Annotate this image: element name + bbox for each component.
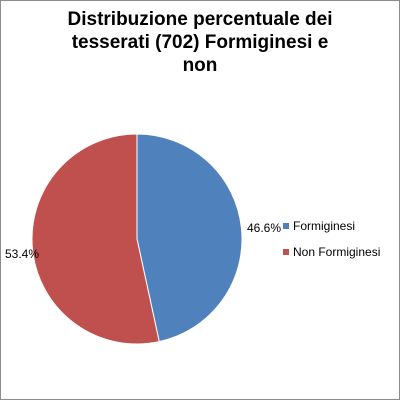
chart-title-line-3: non [182, 55, 218, 76]
chart-title: Distribuzione percentuale dei tesserati … [0, 8, 400, 77]
legend-swatch [283, 249, 289, 255]
chart-title-line-2: tesserati (702) Formiginesi e [71, 32, 329, 53]
legend-swatch [283, 223, 289, 229]
data-label-non-formiginesi: 53.4% [5, 247, 39, 261]
legend-label: Formiginesi [293, 219, 355, 233]
pie-slice-formiginesi [136, 133, 243, 343]
data-label-formiginesi: 46.6% [247, 221, 281, 235]
chart-title-line-1: Distribuzione percentuale dei [67, 9, 333, 30]
legend-item-formiginesi: Formiginesi [283, 219, 355, 233]
pie-slice-non-formiginesi [31, 133, 160, 345]
legend-label: Non Formiginesi [293, 245, 380, 259]
legend-item-non-formiginesi: Non Formiginesi [283, 245, 380, 259]
